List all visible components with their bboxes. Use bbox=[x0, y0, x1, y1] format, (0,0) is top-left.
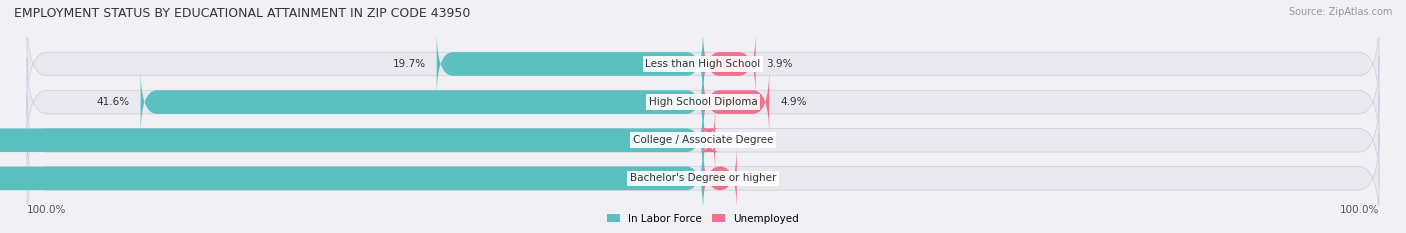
Text: 2.5%: 2.5% bbox=[748, 173, 775, 183]
Text: College / Associate Degree: College / Associate Degree bbox=[633, 135, 773, 145]
Text: Source: ZipAtlas.com: Source: ZipAtlas.com bbox=[1288, 7, 1392, 17]
FancyBboxPatch shape bbox=[703, 30, 756, 98]
Text: 100.0%: 100.0% bbox=[1340, 205, 1379, 215]
FancyBboxPatch shape bbox=[27, 57, 1379, 147]
Text: Bachelor's Degree or higher: Bachelor's Degree or higher bbox=[630, 173, 776, 183]
FancyBboxPatch shape bbox=[703, 144, 737, 212]
Text: 19.7%: 19.7% bbox=[392, 59, 426, 69]
FancyBboxPatch shape bbox=[437, 30, 703, 98]
Text: 41.6%: 41.6% bbox=[97, 97, 129, 107]
FancyBboxPatch shape bbox=[699, 106, 720, 174]
Text: Less than High School: Less than High School bbox=[645, 59, 761, 69]
FancyBboxPatch shape bbox=[0, 144, 703, 212]
FancyBboxPatch shape bbox=[0, 106, 703, 174]
FancyBboxPatch shape bbox=[27, 95, 1379, 186]
Text: High School Diploma: High School Diploma bbox=[648, 97, 758, 107]
Text: 4.9%: 4.9% bbox=[780, 97, 807, 107]
FancyBboxPatch shape bbox=[27, 19, 1379, 109]
Legend: In Labor Force, Unemployed: In Labor Force, Unemployed bbox=[603, 209, 803, 228]
FancyBboxPatch shape bbox=[27, 133, 1379, 224]
Text: 100.0%: 100.0% bbox=[27, 205, 66, 215]
Text: EMPLOYMENT STATUS BY EDUCATIONAL ATTAINMENT IN ZIP CODE 43950: EMPLOYMENT STATUS BY EDUCATIONAL ATTAINM… bbox=[14, 7, 471, 20]
FancyBboxPatch shape bbox=[703, 68, 769, 136]
Text: 3.9%: 3.9% bbox=[766, 59, 793, 69]
FancyBboxPatch shape bbox=[141, 68, 703, 136]
Text: 0.9%: 0.9% bbox=[725, 135, 752, 145]
